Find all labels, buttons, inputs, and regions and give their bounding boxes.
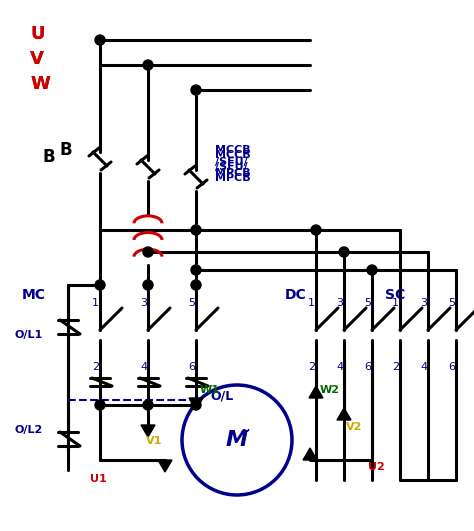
Text: V: V (30, 50, 44, 68)
Circle shape (143, 400, 153, 410)
Text: B: B (42, 148, 55, 166)
Text: U: U (30, 25, 45, 43)
Circle shape (191, 225, 201, 235)
Text: O/L2: O/L2 (15, 425, 43, 435)
Text: V1: V1 (146, 436, 163, 446)
Text: W: W (30, 75, 50, 93)
Polygon shape (189, 398, 203, 410)
Circle shape (311, 225, 321, 235)
Text: 1: 1 (308, 298, 315, 308)
Text: U2: U2 (368, 462, 385, 472)
Text: U1: U1 (90, 474, 107, 484)
Text: M̃: M̃ (226, 430, 248, 450)
Circle shape (191, 400, 201, 410)
Text: 5: 5 (448, 298, 455, 308)
Text: V2: V2 (346, 422, 363, 432)
Polygon shape (158, 460, 172, 472)
Text: 3: 3 (140, 298, 147, 308)
Text: W1: W1 (200, 385, 220, 395)
Text: 4: 4 (420, 362, 427, 372)
Circle shape (191, 280, 201, 290)
Circle shape (95, 280, 105, 290)
Circle shape (95, 35, 105, 45)
Text: 4: 4 (140, 362, 147, 372)
Text: 5: 5 (364, 298, 371, 308)
Circle shape (95, 400, 105, 410)
Polygon shape (303, 448, 317, 460)
Text: 6: 6 (448, 362, 455, 372)
Text: V: V (30, 50, 44, 68)
Text: 4: 4 (336, 362, 343, 372)
Text: 2: 2 (92, 362, 99, 372)
Text: U: U (30, 25, 45, 43)
Text: DC: DC (285, 288, 307, 302)
Circle shape (339, 247, 349, 257)
Text: 2: 2 (308, 362, 315, 372)
Circle shape (143, 60, 153, 70)
Circle shape (143, 280, 153, 290)
Text: W2: W2 (320, 385, 340, 395)
Text: W: W (30, 75, 50, 93)
Circle shape (143, 247, 153, 257)
Circle shape (191, 85, 201, 95)
Text: 1: 1 (392, 298, 399, 308)
Text: MCCB
/SFU/
MPCB: MCCB /SFU/ MPCB (215, 150, 251, 183)
Text: 3: 3 (336, 298, 343, 308)
Circle shape (367, 265, 377, 275)
Text: O/L1: O/L1 (15, 330, 43, 340)
Text: SC: SC (385, 288, 405, 302)
Text: MCCB
/SFU/
MPCB: MCCB /SFU/ MPCB (215, 145, 251, 178)
Text: O/L: O/L (210, 390, 233, 402)
Text: MC: MC (22, 288, 46, 302)
Polygon shape (337, 408, 351, 420)
Text: 6: 6 (364, 362, 371, 372)
Text: 6: 6 (188, 362, 195, 372)
Text: 2: 2 (392, 362, 399, 372)
Text: B: B (60, 141, 73, 159)
Circle shape (191, 265, 201, 275)
Text: 1: 1 (92, 298, 99, 308)
Polygon shape (141, 425, 155, 437)
Polygon shape (309, 386, 323, 398)
Text: 5: 5 (188, 298, 195, 308)
Text: 3: 3 (420, 298, 427, 308)
